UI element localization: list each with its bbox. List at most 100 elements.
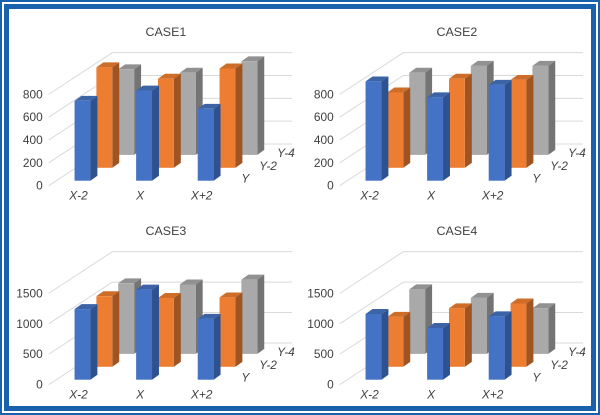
bar-front-face	[74, 308, 91, 380]
bar-top-face	[470, 292, 494, 298]
y-tick-label: 600	[314, 110, 334, 124]
bar-side-face	[381, 308, 389, 380]
bar-Y-X-2	[365, 308, 389, 380]
bar-Y-4-X-2	[409, 283, 433, 354]
bar-side-face	[464, 73, 472, 168]
bar3d-chart: 0 500 1000 1500 X-2 X X+2 Y Y-2Y-4 CASE4	[307, 223, 586, 401]
y-tick-label: 1500	[16, 286, 43, 300]
bar-front-face	[532, 307, 549, 354]
bar-side-face	[112, 290, 120, 367]
bar-side-face	[173, 292, 181, 367]
bar-side-face	[526, 74, 534, 168]
chart-title: CASE3	[146, 223, 187, 237]
bar-top-face	[448, 302, 472, 308]
bar-front-face	[365, 81, 382, 181]
bar-side-face	[235, 291, 243, 367]
depth-series-label: Y	[532, 172, 541, 186]
depth-series-label: Y-2	[259, 159, 277, 173]
depth-series-label: Y-2	[550, 357, 568, 371]
bar-top-face	[510, 298, 534, 303]
y-tick-label: 200	[314, 156, 334, 170]
chart-case4: 0 500 1000 1500 X-2 X X+2 Y Y-2 Y-4 CASE4	[300, 208, 591, 407]
bar-Y-X-2	[365, 76, 389, 181]
bar-side-face	[548, 60, 556, 155]
x-category-label: X	[135, 387, 145, 401]
bar-side-face	[403, 311, 411, 367]
bar-top-face	[409, 67, 433, 73]
chart-title: CASE1	[146, 25, 187, 39]
bar-front-face	[179, 72, 196, 155]
bar-side-face	[257, 274, 265, 354]
depth-series-label: Y-4	[568, 344, 586, 358]
bar-top-face	[488, 310, 512, 316]
depth-series-label: Y-2	[550, 159, 568, 173]
x-category-label: X-2	[359, 387, 379, 401]
bar-top-face	[118, 277, 142, 283]
bar-front-face	[427, 97, 444, 181]
y-tick-label: 500	[23, 347, 43, 361]
bar-Y-X+2	[488, 79, 512, 181]
bar-front-face	[241, 61, 258, 155]
bar-Y-X	[136, 284, 159, 380]
y-tick-label: 0	[36, 179, 43, 193]
bar-Y-2-X-2	[387, 87, 411, 168]
gridline	[339, 281, 584, 324]
bar-Y-2-X+2	[219, 63, 243, 168]
bar-front-face	[197, 108, 214, 181]
bar-side-face	[548, 302, 556, 354]
bar-front-face	[179, 284, 196, 354]
x-category-label: X-2	[68, 387, 88, 401]
bar-Y-2-X+2	[219, 291, 243, 367]
bar-front-face	[136, 90, 153, 181]
bar-top-face	[241, 56, 265, 62]
bar-Y-4-X+2	[241, 56, 265, 155]
bar-side-face	[173, 73, 181, 168]
bar-front-face	[118, 282, 135, 354]
chart-title: CASE2	[437, 25, 478, 39]
bar-side-face	[213, 103, 221, 181]
bar-top-face	[532, 60, 556, 66]
bar-top-face	[409, 283, 433, 289]
depth-series-label: Y-2	[259, 357, 277, 371]
bar-top-face	[470, 60, 494, 66]
bar-top-face	[96, 290, 120, 296]
y-tick-label: 0	[36, 377, 43, 391]
bar-top-face	[241, 274, 265, 280]
bar-side-face	[257, 56, 265, 155]
bar-side-face	[152, 284, 159, 380]
bar-front-face	[365, 313, 382, 380]
y-tick-label: 400	[314, 133, 334, 147]
bar-Y-4-X+2	[241, 274, 265, 354]
bar-top-face	[427, 322, 450, 328]
bar-side-face	[90, 303, 98, 380]
bar-top-face	[157, 73, 181, 79]
bar-front-face	[488, 315, 505, 380]
bar-front-face	[409, 288, 426, 354]
bar-top-face	[488, 79, 512, 85]
bar-front-face	[510, 302, 527, 367]
bar-Y-X+2	[488, 310, 512, 380]
y-tick-label: 600	[23, 110, 43, 124]
y-tick-label: 400	[23, 133, 43, 147]
bar-front-face	[470, 297, 487, 354]
bar-top-face	[136, 284, 159, 290]
bar-top-face	[387, 87, 411, 93]
bar3d-chart: 0 500 1000 1500 X-2 X X+2 Y Y-2Y-4 CASE3	[16, 223, 295, 401]
bar-front-face	[448, 307, 465, 367]
bar-side-face	[443, 322, 450, 380]
bar-front-face	[387, 316, 404, 367]
y-tick-label: 0	[327, 377, 334, 391]
bar-front-face	[96, 67, 113, 168]
bar-Y-X+2	[197, 313, 221, 380]
bar-front-face	[387, 92, 404, 168]
bar-side-face	[112, 62, 120, 168]
inner-blue-frame: 0 200 400 600 800 X-2 X X+2 Y Y-2 Y-4 CASE1 0 200 400…	[4, 4, 596, 411]
bar-front-face	[157, 297, 174, 367]
bar-front-face	[74, 100, 91, 181]
bar-top-face	[219, 291, 243, 297]
y-tick-label: 0	[327, 179, 334, 193]
y-tick-label: 800	[314, 87, 334, 101]
depth-series-label: Y-4	[568, 146, 586, 160]
bar-side-face	[152, 85, 159, 181]
chart-grid: 0 200 400 600 800 X-2 X X+2 Y Y-2 Y-4 CASE1 0 200 400…	[9, 9, 591, 406]
